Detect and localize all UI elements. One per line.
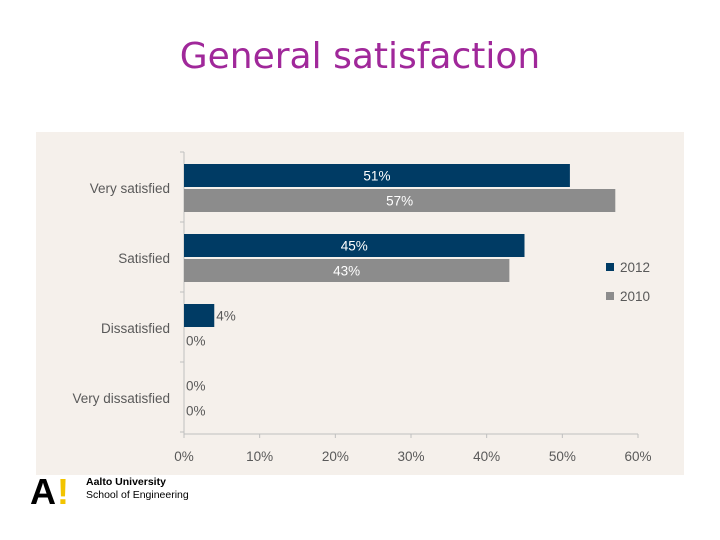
y-tick-label: Very dissatisfied bbox=[72, 391, 170, 406]
data-label: 0% bbox=[186, 379, 206, 394]
data-label: 0% bbox=[186, 404, 206, 419]
legend-label: 2012 bbox=[620, 260, 650, 275]
data-label: 43% bbox=[333, 264, 360, 279]
data-label: 51% bbox=[363, 169, 390, 184]
legend-label: 2010 bbox=[620, 289, 650, 304]
data-label: 4% bbox=[216, 309, 236, 324]
bar-2010 bbox=[184, 259, 510, 282]
x-tick-label: 60% bbox=[624, 449, 651, 464]
data-label: 45% bbox=[341, 239, 368, 254]
logo-mark: A! bbox=[30, 471, 69, 512]
bar-2012 bbox=[184, 234, 525, 257]
x-tick-label: 0% bbox=[174, 449, 194, 464]
y-tick-label: Dissatisfied bbox=[101, 321, 170, 336]
x-tick-label: 10% bbox=[246, 449, 273, 464]
data-label: 57% bbox=[386, 194, 413, 209]
data-label: 0% bbox=[186, 334, 206, 349]
slide-title: General satisfaction bbox=[179, 36, 541, 77]
x-tick-label: 40% bbox=[473, 449, 500, 464]
legend-swatch-2010 bbox=[606, 292, 614, 300]
y-tick-label: Very satisfied bbox=[90, 181, 170, 196]
bar-2012 bbox=[184, 164, 570, 187]
aalto-logo: A! Aalto University School of Engineerin… bbox=[30, 474, 230, 510]
legend-swatch-2012 bbox=[606, 263, 614, 271]
chart-panel: 0% 10% 20% 30% 40% 50% 60% Very satisfied 51% 57%… bbox=[36, 132, 684, 475]
bar-2012 bbox=[184, 304, 215, 327]
x-tick-label: 50% bbox=[549, 449, 576, 464]
logo-university: Aalto University bbox=[86, 476, 166, 488]
bar-chart: 0% 10% 20% 30% 40% 50% 60% Very satisfied 51% 57%… bbox=[72, 151, 652, 464]
y-tick-label: Satisfied bbox=[118, 251, 170, 266]
x-tick-label: 20% bbox=[322, 449, 349, 464]
logo-text: Aalto University School of Engineering bbox=[86, 476, 189, 502]
x-tick-label: 30% bbox=[397, 449, 424, 464]
logo-school: School of Engineering bbox=[86, 489, 189, 501]
bar-2010 bbox=[184, 189, 616, 212]
